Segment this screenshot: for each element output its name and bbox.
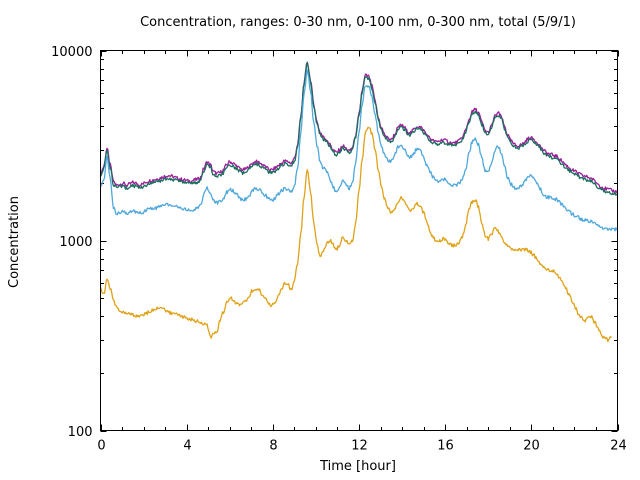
y-tick-label: 100 [68,425,93,440]
data-series-group [100,61,618,343]
x-axis-label: Time [hour] [319,459,396,474]
x-tick-label: 20 [523,439,540,454]
series-line-0-300-nm [100,61,618,196]
x-tick-label: 4 [183,439,191,454]
plot-frame [99,49,619,432]
x-tick-label: 8 [269,439,277,454]
chart-title: Concentration, ranges: 0-30 nm, 0-100 nm… [140,15,576,30]
y-tick-label: 1000 [59,235,92,250]
x-tick-label: 12 [351,439,368,454]
x-tick-label: 16 [437,439,454,454]
y-axis-label: Concentration [7,196,22,288]
series-line-0-30-nm [100,126,612,343]
axis-tick-labels: 0 4 8 12 16 20 24 100 1000 10000 [51,45,627,454]
x-tick-label: 24 [610,439,627,454]
axis-tick-marks [100,50,620,433]
series-line-0-100-nm [100,69,618,232]
x-tick-label: 0 [97,439,105,454]
y-tick-label: 10000 [51,45,92,60]
